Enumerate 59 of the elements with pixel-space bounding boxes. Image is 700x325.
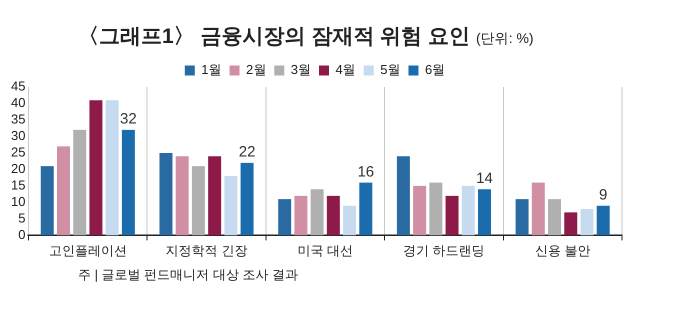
bar xyxy=(310,189,324,236)
x-tick-label: 미국 대선 xyxy=(297,242,354,258)
y-tick-label: 5 xyxy=(18,210,26,226)
bar xyxy=(56,146,70,236)
legend-label: 6월 xyxy=(424,62,446,78)
text: 주 | 글로벌 펀드매니저 대상 조사 결과 xyxy=(78,267,298,282)
y-tick-label: 45 xyxy=(10,78,26,94)
bar xyxy=(446,196,459,236)
bar xyxy=(192,166,205,236)
bar xyxy=(159,152,172,236)
bar xyxy=(413,186,426,236)
x-tick-label: 신용 불안 xyxy=(534,242,590,258)
y-tick-label: 40 xyxy=(10,95,26,110)
data-label: 22 xyxy=(238,143,256,160)
bar xyxy=(532,182,545,236)
bar xyxy=(343,206,356,236)
bar xyxy=(208,156,222,236)
chart-subtitle: (단위: %) xyxy=(476,30,534,46)
y-tick-label: 20 xyxy=(10,161,26,176)
y-tick-label: 35 xyxy=(10,112,26,127)
bar xyxy=(326,196,340,236)
bar xyxy=(40,166,54,236)
bar xyxy=(429,182,442,236)
bar xyxy=(278,199,292,236)
bar xyxy=(224,176,238,236)
bar xyxy=(359,182,372,236)
data-label: 32 xyxy=(120,110,137,128)
bar xyxy=(106,100,119,236)
x-tick-label: 경기 하드랜딩 xyxy=(403,242,485,258)
bar xyxy=(73,130,86,236)
data-label: 14 xyxy=(476,170,493,187)
data-label: 16 xyxy=(357,163,374,180)
x-tick-label: 지정학적 긴장 xyxy=(166,242,248,258)
bar xyxy=(580,209,594,236)
y-tick-label: 0 xyxy=(18,226,26,242)
y-tick-label: 15 xyxy=(10,178,26,193)
bar xyxy=(548,199,562,236)
bar xyxy=(396,156,410,236)
bar xyxy=(294,196,308,236)
bar xyxy=(462,186,475,236)
legend-label: 3월 xyxy=(290,62,312,78)
x-tick-label: 고인플레이션 xyxy=(48,242,127,258)
y-tick-label: 25 xyxy=(10,144,26,160)
bar xyxy=(176,156,189,236)
chart-title: 〈그래프1〉 금융시장의 잠재적 위험 요인 xyxy=(78,25,470,48)
bar xyxy=(478,189,491,236)
legend-label: 2월 xyxy=(246,62,266,78)
legend-label: 5월 xyxy=(380,62,400,78)
bar xyxy=(240,162,254,236)
bar xyxy=(516,199,529,236)
y-tick-label: 10 xyxy=(10,194,26,209)
bar xyxy=(596,206,610,236)
legend-label: 1월 xyxy=(201,62,222,78)
bar xyxy=(122,130,135,236)
data-label: 9 xyxy=(599,186,608,204)
y-tick-label: 30 xyxy=(10,128,26,144)
legend-label: 4월 xyxy=(336,62,356,78)
bar xyxy=(564,212,578,236)
bar xyxy=(89,100,102,236)
